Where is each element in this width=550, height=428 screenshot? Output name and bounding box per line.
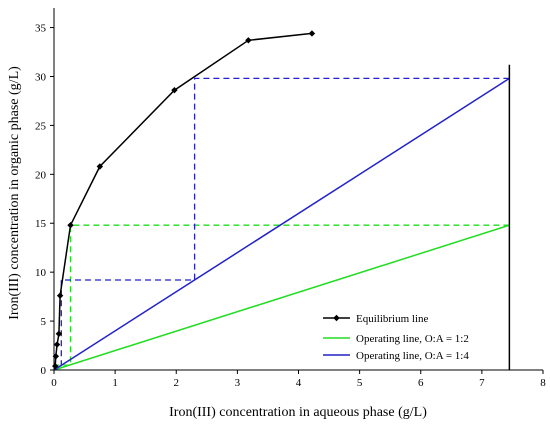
x-tick-label: 1 (112, 377, 118, 389)
operating-line-1-2 (53, 224, 510, 371)
x-tick-label: 7 (479, 377, 485, 389)
y-tick-label: 30 (35, 71, 47, 83)
legend-op-1-2-label: Operating line, O:A = 1:2 (356, 333, 469, 345)
legend-equilibrium-marker (333, 314, 340, 322)
equilibrium-point (52, 362, 59, 370)
y-tick-label: 35 (35, 23, 47, 35)
y-tick-label: 20 (35, 169, 47, 181)
x-tick-label: 4 (296, 377, 302, 389)
equilibrium-point (96, 163, 104, 170)
operating-line-1-4 (53, 77, 510, 371)
equilibrium-point (53, 341, 61, 348)
plot-area (52, 30, 511, 371)
y-tick-label: 25 (35, 120, 47, 132)
x-tick-label: 3 (235, 377, 241, 389)
y-tick-label: 0 (41, 365, 47, 377)
equilibrium-point (52, 353, 60, 360)
legend: Equilibrium line Operating line, O:A = 1:… (323, 313, 469, 362)
equilibrium-point (55, 330, 63, 337)
y-tick-label: 15 (35, 218, 47, 230)
equilibrium-point (308, 30, 316, 37)
y-axis-title: Iron(III) concentration in organic phase… (7, 66, 22, 320)
x-tick-label: 2 (174, 377, 180, 389)
equilibrium-point (56, 292, 64, 299)
legend-equilibrium-label: Equilibrium line (356, 313, 429, 325)
equilibrium-line (54, 32, 312, 367)
y-tick-label: 5 (41, 316, 47, 328)
axes: 0 1 2 3 4 5 6 7 8 0 5 10 15 20 25 30 35 (35, 8, 546, 389)
x-axis-title: Iron(III) concentration in aqueous phase… (169, 405, 427, 420)
equilibrium-point (171, 86, 178, 94)
x-tick-label: 5 (357, 377, 363, 389)
x-tick-label: 6 (418, 377, 424, 389)
x-tick-label: 8 (540, 377, 546, 389)
x-tick-label: 0 (51, 377, 57, 389)
y-tick-label: 10 (35, 267, 47, 279)
equilibrium-point (245, 37, 252, 44)
legend-op-1-4-label: Operating line, O:A = 1:4 (356, 350, 469, 362)
equilibrium-point (67, 222, 74, 229)
